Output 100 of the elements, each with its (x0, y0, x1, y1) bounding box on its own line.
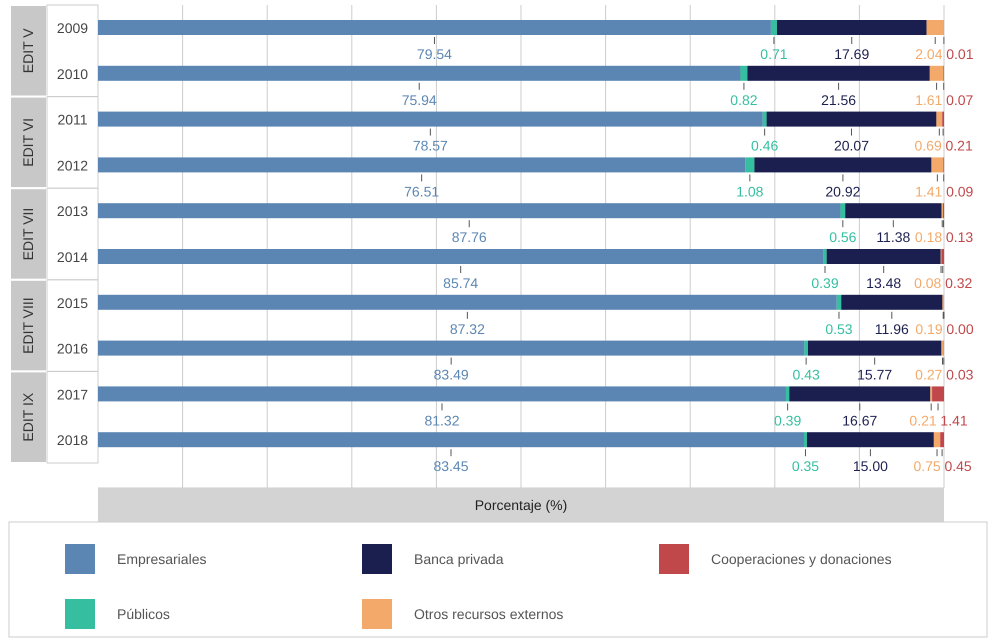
data-label: 0.27 (915, 366, 943, 383)
bar (98, 20, 771, 35)
bar (806, 432, 934, 448)
data-label: 85.74 (443, 275, 478, 291)
y-tick-label: 2018 (56, 432, 88, 448)
data-label: 0.69 (914, 138, 942, 154)
data-label: 0.32 (945, 275, 973, 291)
data-label: 15.77 (857, 366, 892, 383)
bar (776, 20, 927, 35)
data-label: 87.32 (450, 320, 486, 337)
bar (840, 203, 846, 218)
bar (98, 432, 804, 448)
y-tick-label: 2012 (56, 157, 88, 174)
data-label: 0.18 (914, 229, 942, 246)
text: EDIT VI (20, 118, 36, 167)
text: EDIT VII (20, 208, 36, 260)
bar (770, 20, 777, 35)
y-tick-label: 2017 (56, 386, 88, 402)
bar (936, 112, 942, 127)
data-label: 83.45 (433, 458, 469, 474)
bar (836, 294, 842, 310)
data-label: 0.43 (792, 366, 820, 383)
bar (932, 386, 944, 402)
text: EDIT VIII (20, 297, 36, 354)
bar (930, 66, 944, 81)
data-label: 0.56 (829, 229, 857, 246)
data-label: 75.94 (402, 92, 437, 108)
bar (98, 294, 837, 310)
data-label: 20.07 (834, 138, 870, 154)
text: EDIT V (20, 28, 36, 74)
data-label: 0.21 (945, 138, 973, 154)
data-label: 20.92 (825, 183, 861, 200)
data-label: 0.21 (909, 412, 937, 428)
bar (789, 386, 930, 402)
bar (823, 249, 827, 264)
data-label: 11.96 (874, 320, 910, 337)
bar (934, 432, 940, 448)
data-label: 1.08 (736, 183, 764, 200)
data-label: 1.41 (940, 412, 968, 428)
data-label: 1.41 (915, 183, 943, 200)
data-label: 17.69 (834, 46, 870, 62)
bar (808, 340, 942, 356)
bar (98, 386, 786, 402)
data-label: 2.04 (915, 46, 943, 62)
data-label: 15.00 (852, 458, 888, 474)
bar (841, 294, 942, 310)
bar (931, 157, 944, 172)
bar (804, 432, 807, 448)
data-label: 21.56 (821, 92, 856, 108)
bar (941, 249, 944, 264)
y-tick-label: 2011 (57, 112, 88, 128)
bar (941, 340, 944, 356)
bar (766, 112, 936, 127)
data-label: 0.03 (946, 366, 974, 383)
legend-label: Empresariales (117, 551, 206, 567)
data-label: 0.00 (946, 320, 974, 337)
data-label: 0.01 (946, 46, 974, 62)
y-tick-label: 2014 (56, 249, 88, 265)
data-label: 16.67 (842, 412, 878, 428)
data-label: 76.51 (404, 183, 440, 200)
y-tick-label: 2013 (56, 203, 88, 220)
bar (940, 432, 944, 448)
x-axis-title: Porcentaje (%) (474, 497, 568, 513)
bar (754, 157, 932, 172)
data-label: 13.48 (866, 275, 902, 291)
bar (747, 66, 930, 81)
data-label: 0.46 (751, 138, 778, 154)
bar (740, 66, 748, 81)
data-label: 0.75 (913, 458, 941, 474)
data-label: 78.57 (412, 138, 448, 154)
data-label: 0.45 (944, 458, 972, 474)
y-tick-label: 2016 (56, 340, 88, 357)
data-label: 0.82 (730, 92, 758, 108)
y-tick-label: 2015 (56, 294, 88, 311)
bar (98, 340, 804, 356)
data-label: 0.19 (915, 320, 943, 337)
data-label: 83.49 (434, 366, 469, 383)
data-label: 0.35 (792, 458, 820, 474)
data-label: 0.09 (946, 183, 974, 200)
data-label: 87.76 (452, 229, 487, 246)
data-label: 11.38 (876, 229, 911, 246)
data-label: 0.71 (760, 46, 788, 62)
bar (98, 157, 746, 172)
bar (845, 203, 942, 218)
data-label: 0.08 (914, 275, 942, 291)
data-label: 0.39 (774, 412, 802, 428)
data-label: 0.53 (825, 320, 853, 337)
bar (745, 157, 754, 172)
data-label: 0.39 (811, 275, 839, 291)
bar (762, 112, 767, 127)
legend-label: Públicos (117, 606, 170, 622)
text: EDIT IX (20, 392, 36, 442)
legend-label: Otros recursos externos (414, 606, 564, 622)
bar (98, 66, 740, 81)
bar (98, 249, 824, 264)
data-label: 0.13 (946, 229, 974, 246)
legend-label: Banca privada (414, 551, 504, 567)
bar (826, 249, 941, 264)
bar (98, 112, 763, 127)
data-label: 81.32 (424, 412, 460, 428)
